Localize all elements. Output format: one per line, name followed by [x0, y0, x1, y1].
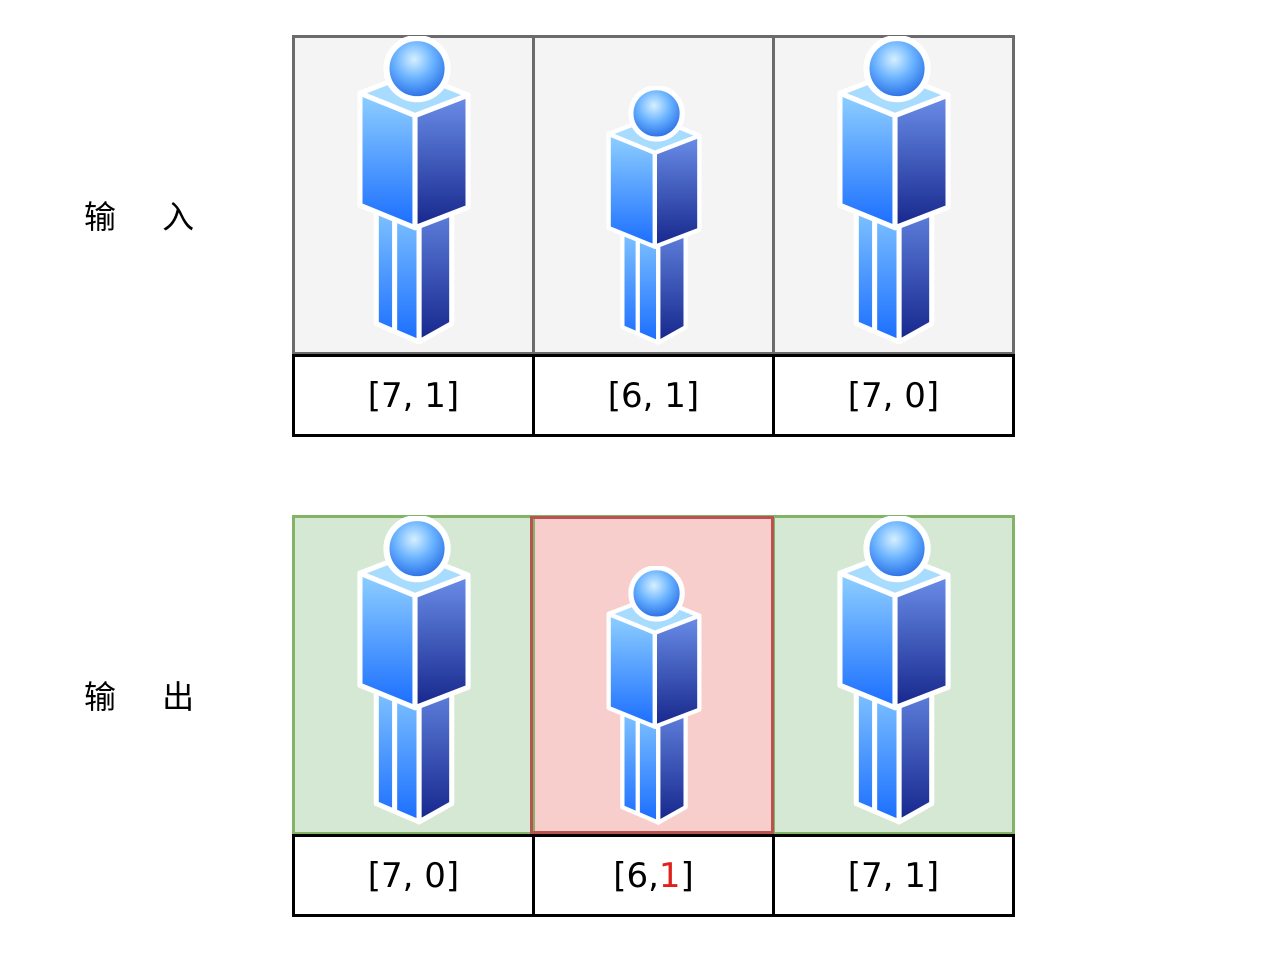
person-icon [599, 566, 709, 826]
input-label-3: [7, 0] [772, 357, 1012, 434]
output-person-cell-3 [772, 518, 1012, 832]
output-person-cell-2-highlighted [530, 516, 774, 834]
output-person-cell-1 [295, 518, 532, 832]
person-icon [344, 516, 484, 826]
output-people-frame [292, 515, 1015, 835]
person-icon [599, 86, 709, 346]
input-person-cell-1 [295, 38, 532, 352]
input-person-cell-2 [532, 38, 772, 352]
output-label-2-prefix: [6, [613, 855, 659, 896]
output-label-2-accent: 1 [658, 855, 681, 896]
output-row-label: 输 出 [84, 678, 213, 716]
output-label-3: [7, 1] [772, 837, 1012, 914]
input-row-label: 输 入 [84, 198, 213, 236]
output-label-2-suffix: ] [680, 855, 694, 896]
person-icon [344, 36, 484, 346]
input-person-cell-3 [772, 38, 1012, 352]
output-label-2: [6, 1] [532, 837, 772, 914]
output-label-1: [7, 0] [367, 855, 460, 896]
input-label-1: [7, 1] [367, 375, 460, 416]
input-label-2: [6, 1] [532, 357, 772, 434]
output-labels-row: [7, 0] [6, 1] [7, 1] [292, 834, 1015, 917]
person-icon [824, 36, 964, 346]
person-icon [824, 516, 964, 826]
input-labels-row: [7, 1] [6, 1] [7, 0] [292, 354, 1015, 437]
input-people-frame [292, 35, 1015, 355]
